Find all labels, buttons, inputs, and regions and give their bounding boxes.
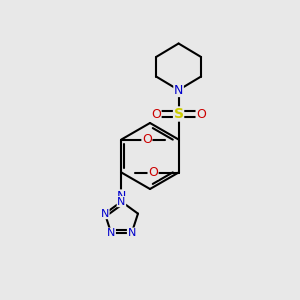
Text: N: N	[117, 190, 126, 203]
Text: N: N	[117, 196, 126, 207]
Text: N: N	[101, 208, 109, 219]
Text: O: O	[151, 107, 161, 121]
Text: O: O	[142, 133, 152, 146]
Text: N: N	[128, 228, 136, 238]
Text: O: O	[148, 166, 158, 179]
Text: S: S	[174, 107, 184, 121]
Text: N: N	[107, 228, 116, 238]
Text: N: N	[174, 83, 183, 97]
Text: O: O	[196, 107, 206, 121]
